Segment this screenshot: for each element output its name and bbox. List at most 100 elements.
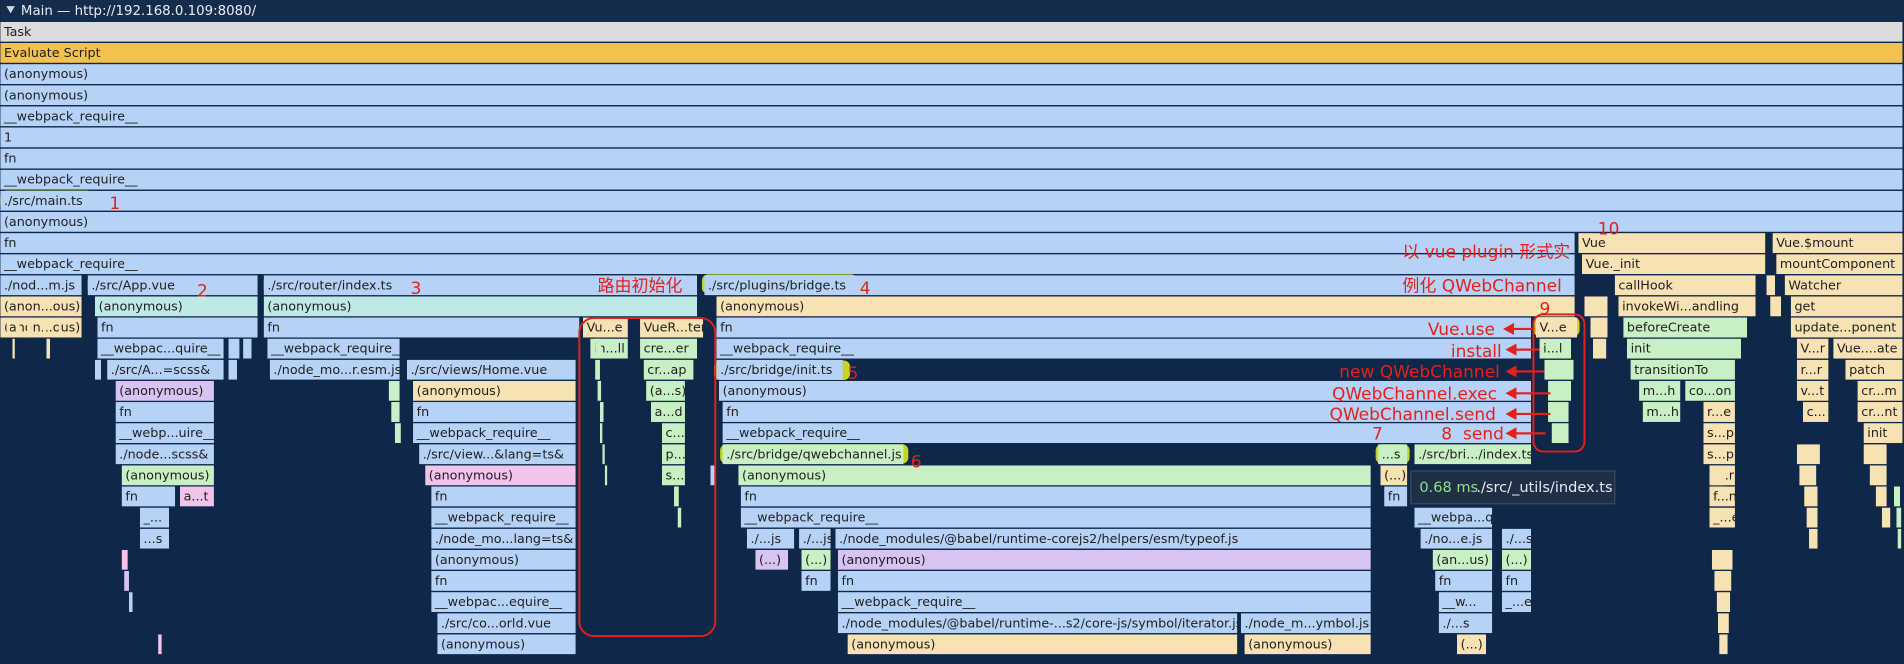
flame-frame[interactable]: cr...nt	[1858, 402, 1903, 422]
flame-frame[interactable]: fn	[431, 571, 575, 591]
flame-frame[interactable]: __webpac...equire__	[431, 592, 575, 612]
flame-frame[interactable]: ./...js	[799, 529, 834, 549]
flame-frame[interactable]: invokeWi...andling	[1618, 296, 1755, 316]
flame-frame[interactable]: fn	[717, 318, 1532, 338]
flame-frame[interactable]: __w...	[1439, 592, 1492, 612]
flame-frame[interactable]	[1807, 508, 1818, 528]
flame-frame[interactable]: (anon...ous)	[0, 318, 81, 338]
flame-frame[interactable]	[158, 634, 162, 654]
flame-frame[interactable]	[391, 402, 399, 422]
flame-frame[interactable]: (anonymous)	[431, 550, 575, 570]
flame-frame[interactable]: (...)	[1502, 550, 1531, 570]
flame-frame[interactable]: (anonymous)	[838, 550, 1371, 570]
flame-frame[interactable]: (anon...ous)	[0, 296, 81, 316]
flame-frame[interactable]: init	[1627, 339, 1741, 359]
flame-frame[interactable]: _...	[140, 508, 169, 528]
flame-frame[interactable]	[600, 402, 604, 422]
flame-frame[interactable]: cre...er	[640, 339, 697, 359]
flame-frame[interactable]: ./no...e.js	[1421, 529, 1493, 549]
flame-frame[interactable]: (...)	[755, 550, 788, 570]
flame-frame[interactable]: __webpac...quire__	[97, 339, 223, 359]
flame-frame[interactable]	[395, 423, 401, 443]
flame-frame[interactable]: Watcher	[1785, 275, 1903, 295]
flame-frame[interactable]	[600, 423, 602, 443]
flame-frame[interactable]: patch	[1845, 360, 1902, 380]
flame-frame[interactable]: (anonymous)	[717, 296, 1575, 316]
flame-frame[interactable]: ./node...scss&	[116, 444, 214, 464]
flame-frame[interactable]	[1767, 275, 1775, 295]
flame-frame[interactable]: ./src/bri.../index.ts	[1414, 444, 1533, 464]
flame-frame[interactable]	[595, 360, 600, 380]
flame-frame[interactable]	[1552, 423, 1569, 443]
flame-frame[interactable]	[1896, 508, 1901, 528]
flame-frame[interactable]: Vue.$mount	[1773, 233, 1903, 253]
flame-frame[interactable]	[43, 318, 47, 338]
flame-frame[interactable]: co...on	[1685, 381, 1735, 401]
flame-frame[interactable]: ...s	[140, 529, 169, 549]
flame-frame[interactable]: ./src/A...=scss&	[107, 360, 224, 380]
flame-frame[interactable]: (anonymous)	[95, 296, 258, 316]
flame-frame[interactable]: ./node_modules/@babel/runtime-corejs2/he…	[835, 529, 1370, 549]
flame-frame[interactable]: VueR...ter	[640, 318, 707, 338]
flame-frame[interactable]	[1712, 465, 1725, 485]
flame-frame[interactable]	[1714, 571, 1731, 591]
flame-frame[interactable]	[1718, 613, 1729, 633]
flame-frame[interactable]: __webpack_require__	[723, 423, 1531, 443]
flame-frame[interactable]: __webpack_require__	[267, 339, 405, 359]
flame-frame[interactable]: fn	[413, 402, 576, 422]
flame-frame[interactable]: (anonymous)	[1245, 634, 1371, 654]
flame-frame[interactable]: ./src/views/Home.vue	[407, 360, 576, 380]
flame-frame[interactable]: (anonymous)	[738, 465, 1370, 485]
flame-frame[interactable]: fn	[1435, 571, 1492, 591]
flame-frame[interactable]	[1548, 402, 1569, 422]
flame-frame[interactable]: ./src/main.ts	[0, 191, 1902, 211]
flame-frame[interactable]	[1864, 444, 1887, 464]
flame-frame[interactable]: (anonymous)	[848, 634, 1238, 654]
flame-frame[interactable]: get	[1791, 296, 1903, 316]
flame-frame[interactable]: fn	[122, 487, 175, 507]
flame-frame[interactable]: beforeCreate	[1623, 318, 1747, 338]
flame-frame[interactable]: s...p	[1703, 423, 1735, 443]
flame-frame[interactable]	[12, 339, 14, 359]
flame-frame[interactable]	[122, 550, 128, 570]
flame-frame[interactable]	[389, 381, 400, 401]
flame-frame[interactable]: __webpack_require__	[838, 592, 1371, 612]
flame-frame[interactable]	[678, 508, 682, 528]
flame-frame[interactable]: callHook	[1615, 275, 1756, 295]
flame-frame[interactable]: ./src/bridge/qwebchannel.js	[723, 444, 904, 464]
flame-frame[interactable]: ./node_mo...r.esm.js	[270, 360, 402, 380]
flame-frame[interactable]: v...t	[1797, 381, 1829, 401]
flame-frame[interactable]: mountComponent	[1776, 254, 1902, 274]
flame-frame[interactable]: Vue._init	[1582, 254, 1765, 274]
flame-frame[interactable]: ./...js	[747, 529, 794, 549]
flame-frame[interactable]: __webpack_require__	[413, 423, 576, 443]
flame-frame[interactable]: init	[1864, 423, 1903, 443]
flame-frame[interactable]: ./...s	[1439, 613, 1492, 633]
flame-frame[interactable]	[1719, 634, 1727, 654]
flame-frame[interactable]: fn	[97, 318, 257, 338]
flame-frame[interactable]	[1882, 508, 1890, 528]
flame-frame[interactable]: __webpack_require__	[0, 254, 1574, 274]
flame-frame[interactable]	[6, 318, 10, 338]
flame-frame[interactable]: ...s	[1378, 444, 1407, 464]
flame-frame[interactable]: ./...s	[1502, 529, 1533, 549]
flame-frame[interactable]: ./src/co...orld.vue	[437, 613, 575, 633]
flame-frame[interactable]: V...e	[1536, 318, 1577, 338]
flame-frame[interactable]	[595, 339, 601, 359]
flame-frame[interactable]: __webpack_require__	[431, 508, 575, 528]
flame-frame[interactable]: fn	[431, 487, 575, 507]
flame-frame[interactable]: V...r	[1797, 339, 1829, 359]
flame-frame[interactable]: (...)	[1457, 634, 1486, 654]
flame-frame[interactable]	[59, 318, 61, 338]
flame-frame[interactable]: fn	[838, 571, 1371, 591]
flame-frame[interactable]: s...p	[1703, 444, 1735, 464]
flame-frame[interactable]: p...	[662, 444, 686, 464]
flame-frame[interactable]	[1548, 381, 1571, 401]
flame-frame[interactable]	[124, 571, 129, 591]
flame-frame[interactable]	[1799, 465, 1816, 485]
flame-frame[interactable]	[17, 318, 19, 338]
flame-frame[interactable]	[1544, 360, 1573, 380]
flame-frame[interactable]: fn	[741, 487, 1371, 507]
flame-frame[interactable]: ./node_m...ymbol.js	[1241, 613, 1371, 633]
flame-frame[interactable]	[229, 360, 237, 380]
